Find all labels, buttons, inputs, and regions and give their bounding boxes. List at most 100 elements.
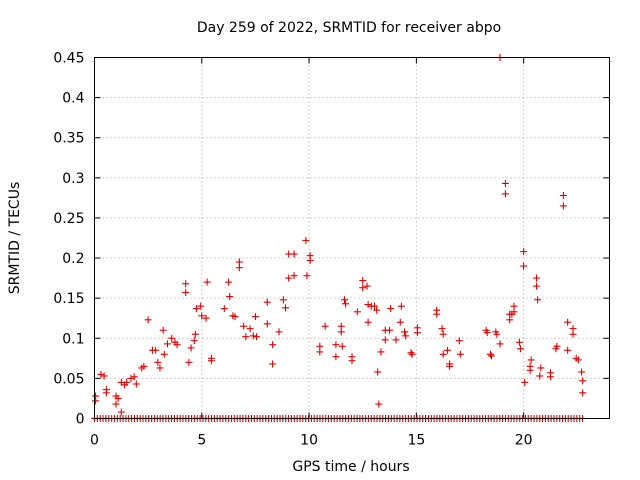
data-point [496, 340, 504, 348]
data-point [340, 296, 348, 304]
data-point [197, 302, 205, 310]
data-point [207, 357, 215, 365]
data-point [226, 293, 234, 301]
data-point [371, 302, 379, 310]
data-point [269, 360, 277, 368]
data-point [559, 191, 567, 199]
data-point [537, 364, 545, 372]
data-point [359, 277, 367, 285]
y-tick-label: 0.4 [62, 91, 84, 107]
data-point [187, 344, 195, 352]
data-point [132, 380, 140, 388]
data-point [240, 322, 248, 330]
y-tick-label: 0.1 [62, 331, 84, 347]
data-point [152, 346, 160, 354]
data-point [396, 318, 404, 326]
data-point [182, 280, 190, 288]
data-point [302, 236, 310, 244]
data-point [506, 316, 514, 324]
data-point [281, 304, 289, 312]
data-point [249, 332, 257, 340]
data-point [456, 350, 464, 358]
data-point [493, 330, 501, 338]
data-point [225, 278, 233, 286]
data-point [407, 349, 415, 357]
tick-layer: 0 0.05 0.1 0.15 0.2 0.25 0.3 0.35 0.4 0.45 0 5 10 15 2… [53, 51, 610, 449]
data-point [144, 316, 152, 324]
data-point [363, 282, 371, 290]
data-point [487, 352, 495, 360]
data-point [364, 318, 372, 326]
data-point [553, 342, 561, 350]
data-point [446, 362, 454, 370]
grid-layer [94, 57, 610, 419]
data-point [337, 328, 345, 336]
data-point [443, 346, 451, 354]
data-point [202, 314, 210, 322]
data-point [156, 364, 164, 372]
data-point [92, 397, 100, 405]
data-point [402, 332, 410, 340]
x-tick-label: 15 [407, 433, 425, 449]
data-point [316, 348, 324, 356]
data-point [198, 312, 206, 320]
x-tick-label: 10 [300, 433, 318, 449]
x-tick-label: 20 [515, 433, 533, 449]
data-point [173, 341, 181, 349]
data-point [342, 300, 350, 308]
x-axis-label: GPS time / hours [292, 459, 409, 475]
y-tick-label: 0.3 [62, 171, 84, 187]
data-point [381, 336, 389, 344]
data-point [377, 348, 385, 356]
data-point [191, 330, 199, 338]
data-point [364, 301, 372, 309]
data-point [185, 358, 193, 366]
data-point [534, 296, 542, 304]
data-point [117, 408, 125, 416]
data-point [220, 305, 228, 313]
data-point [510, 302, 518, 310]
data-point [303, 272, 311, 280]
data-point [559, 202, 567, 210]
data-point [533, 274, 541, 282]
data-point [306, 256, 314, 264]
data-point [579, 377, 587, 385]
data-point [275, 328, 283, 336]
data-point [375, 400, 383, 408]
data-point [438, 325, 446, 333]
data-point [338, 342, 346, 350]
data-point [285, 274, 293, 282]
x-tick-label: 5 [197, 433, 206, 449]
data-point [483, 329, 491, 337]
data-point [246, 325, 254, 333]
data-point [374, 368, 382, 376]
data-point [353, 308, 361, 316]
data-point [408, 350, 416, 358]
data-points [91, 54, 587, 422]
data-point [564, 318, 572, 326]
data-point [242, 333, 250, 341]
data-point [501, 179, 509, 187]
data-point [401, 328, 409, 336]
data-point [290, 250, 298, 258]
data-point [269, 341, 277, 349]
data-point [321, 322, 329, 330]
y-axis-label: SRMTID / TECUs [7, 182, 23, 295]
data-point [373, 306, 381, 314]
data-point [564, 346, 572, 354]
data-point [433, 310, 441, 318]
data-point [251, 313, 259, 321]
plot-frame [94, 57, 610, 419]
data-point [520, 248, 528, 256]
data-point [520, 262, 528, 270]
data-point [235, 264, 243, 272]
data-point [536, 372, 544, 380]
data-point [154, 358, 162, 366]
data-point [160, 350, 168, 358]
data-point [163, 340, 171, 348]
data-point [114, 394, 122, 402]
data-point [290, 272, 298, 280]
data-point [130, 373, 138, 381]
data-point [526, 362, 534, 370]
data-point [192, 305, 200, 313]
